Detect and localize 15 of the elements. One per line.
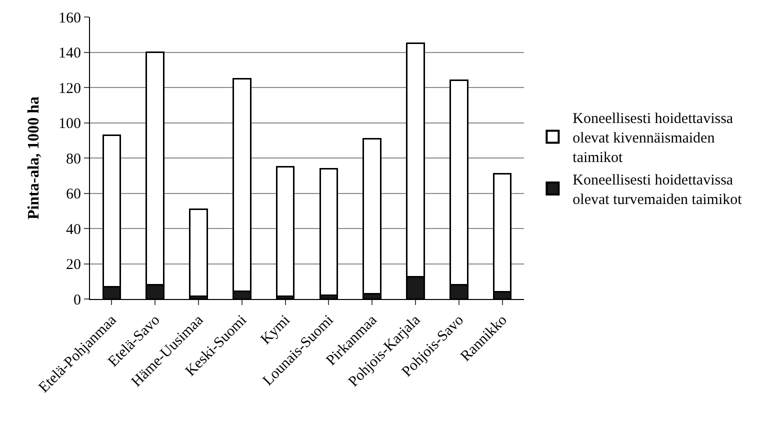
y-tick-label: 0 — [74, 292, 81, 308]
bar — [189, 208, 208, 298]
y-tick-label: 100 — [58, 116, 81, 132]
y-tick-label: 120 — [58, 80, 81, 97]
legend-label: Koneellisesti hoidettavissa olevat kivennäismaiden taimikot — [572, 111, 734, 166]
bar — [319, 168, 338, 296]
y-tick-label: 160 — [58, 10, 81, 26]
legend-label: Koneellisesti hoidettavissa olevat turvemaiden taimikot — [572, 172, 743, 208]
y-axis-title: Pinta-ala, 1000 ha — [25, 96, 42, 220]
y-tick-label: 40 — [66, 222, 81, 238]
y-tick-label: 20 — [66, 257, 81, 273]
y-tick-label: 140 — [58, 46, 81, 62]
y-tick-label: 60 — [66, 186, 81, 202]
y-tick-label: 80 — [66, 151, 81, 168]
bar — [276, 166, 295, 298]
